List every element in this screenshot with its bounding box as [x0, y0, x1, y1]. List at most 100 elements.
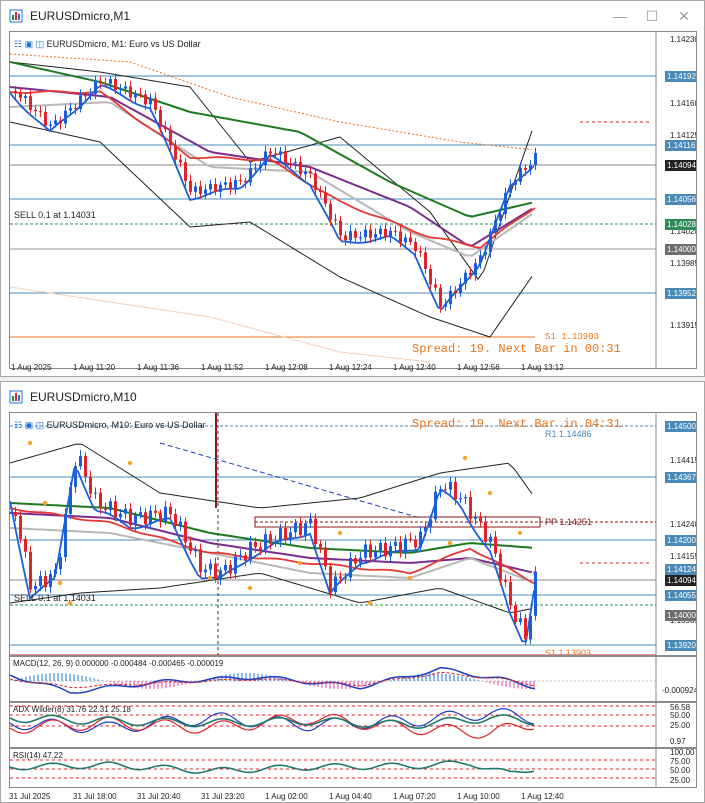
candle-body: [459, 283, 462, 294]
adx-canvas[interactable]: [10, 703, 697, 748]
close-button[interactable]: ✕: [678, 8, 690, 24]
candle-body: [309, 518, 312, 524]
candle-body: [109, 501, 112, 511]
candle-body: [519, 618, 522, 623]
candle-body: [324, 547, 327, 567]
sar-dot: [27, 440, 33, 446]
candle-body: [14, 512, 17, 516]
macd-canvas[interactable]: [10, 657, 697, 702]
price-chart-m10[interactable]: ☷ ▣ ◫ EURUSDmicro, M10: Euro vs US Dolla…: [9, 412, 697, 656]
time-tick: 1 Aug 11:52: [201, 363, 244, 372]
candle-body: [284, 151, 287, 164]
adx-pane[interactable]: ADX Wilder(8) 31.76 22.31 25.18 56.58 50…: [9, 702, 697, 748]
candle-body: [89, 93, 92, 96]
candle-body: [419, 251, 422, 253]
candle-body: [164, 506, 167, 522]
sar-dot: [42, 500, 48, 506]
candle-body: [419, 531, 422, 548]
time-tick: 1 Aug 11:20: [73, 363, 116, 372]
candle-body: [369, 544, 372, 558]
price-chart-m1[interactable]: ☷ ▣ ◫ EURUSDmicro, M1: Euro vs US Dollar…: [9, 31, 697, 369]
candle-body: [414, 241, 417, 252]
candle-body: [409, 538, 412, 540]
maximize-button[interactable]: ☐: [645, 8, 659, 24]
candle-body: [344, 577, 347, 579]
candle-body: [124, 86, 127, 89]
candle-body: [204, 569, 207, 573]
sar-dot: [67, 600, 73, 606]
candle-body: [39, 576, 42, 586]
candle-body: [424, 527, 427, 532]
candle-body: [209, 184, 212, 190]
price-chart-canvas[interactable]: [10, 32, 697, 369]
candle-body: [164, 126, 167, 130]
candle-body: [529, 165, 532, 171]
time-tick: 31 Jul 23:20: [201, 792, 245, 801]
candle-body: [224, 182, 227, 185]
candle-body: [184, 162, 187, 181]
candle-body: [329, 566, 332, 593]
candle-body: [119, 88, 122, 90]
sar-dot: [462, 455, 468, 461]
candle-body: [154, 510, 157, 514]
time-tick: 31 Jul 18:00: [73, 792, 117, 801]
candle-body: [514, 605, 517, 623]
candle-body: [244, 555, 247, 561]
price-tick: 1.13915: [670, 321, 697, 330]
time-tick: 1 Aug 2025: [11, 363, 52, 372]
candle-body: [239, 180, 242, 182]
rsi-tick: 100.00: [670, 748, 695, 757]
candle-body: [429, 269, 432, 285]
candle-body: [34, 109, 37, 112]
candle-body: [364, 229, 367, 238]
macd-pane[interactable]: MACD(12, 26, 9) 0.000000 -0.000484 -0.00…: [9, 656, 697, 702]
time-tick: 1 Aug 11:36: [137, 363, 180, 372]
candle-body: [329, 203, 332, 220]
candle-body: [504, 579, 507, 582]
candle-body: [29, 551, 32, 590]
price-label: 1.14116: [665, 140, 696, 151]
sar-dot: [297, 560, 303, 566]
candle-body: [499, 553, 502, 580]
candle-body: [134, 515, 137, 526]
candle-body: [454, 481, 457, 500]
candle-body: [104, 83, 107, 85]
candle-body: [219, 570, 222, 580]
price-label: 1.13920: [665, 640, 696, 651]
time-tick: 1 Aug 10:00: [457, 792, 500, 801]
candle-body: [474, 516, 477, 519]
window-title: EURUSDmicro,M10: [30, 390, 137, 404]
window-titlebar[interactable]: EURUSDmicro,M1 — ☐ ✕: [1, 1, 704, 31]
s1-label: S1 1.13903: [545, 332, 600, 342]
rsi-pane[interactable]: RSI(14) 47.22 100.00 75.00 50.00 25.00: [9, 748, 697, 788]
candle-body: [74, 107, 77, 110]
candle-body: [309, 171, 312, 174]
candle-body: [534, 153, 537, 166]
rsi-line: [10, 760, 535, 774]
candle-body: [129, 508, 132, 526]
time-tick: 31 Jul 2025: [9, 792, 51, 801]
candle-body: [69, 487, 72, 514]
candle-body: [519, 168, 522, 182]
candle-body: [359, 237, 362, 239]
candle-body: [99, 492, 102, 509]
adx-main: [10, 714, 535, 730]
order-price-label: 1.14055: [665, 590, 696, 601]
window-titlebar[interactable]: EURUSDmicro,M10: [1, 382, 704, 412]
candle-body: [449, 290, 452, 305]
candle-body: [299, 161, 302, 175]
rsi-canvas[interactable]: [10, 749, 697, 788]
candle-body: [189, 180, 192, 192]
price-label: 1.13952: [665, 288, 696, 299]
price-chart-canvas[interactable]: [10, 413, 697, 656]
ma-blue: [10, 467, 535, 643]
minimize-button[interactable]: —: [613, 8, 627, 24]
candle-body: [344, 235, 347, 241]
ma-red: [10, 507, 536, 585]
candle-body: [364, 544, 367, 558]
price-label: 1.14000: [665, 610, 696, 621]
candle-body: [274, 541, 277, 544]
candle-body: [334, 219, 337, 221]
candle-body: [79, 95, 82, 110]
price-label: 1.14500: [665, 421, 696, 432]
